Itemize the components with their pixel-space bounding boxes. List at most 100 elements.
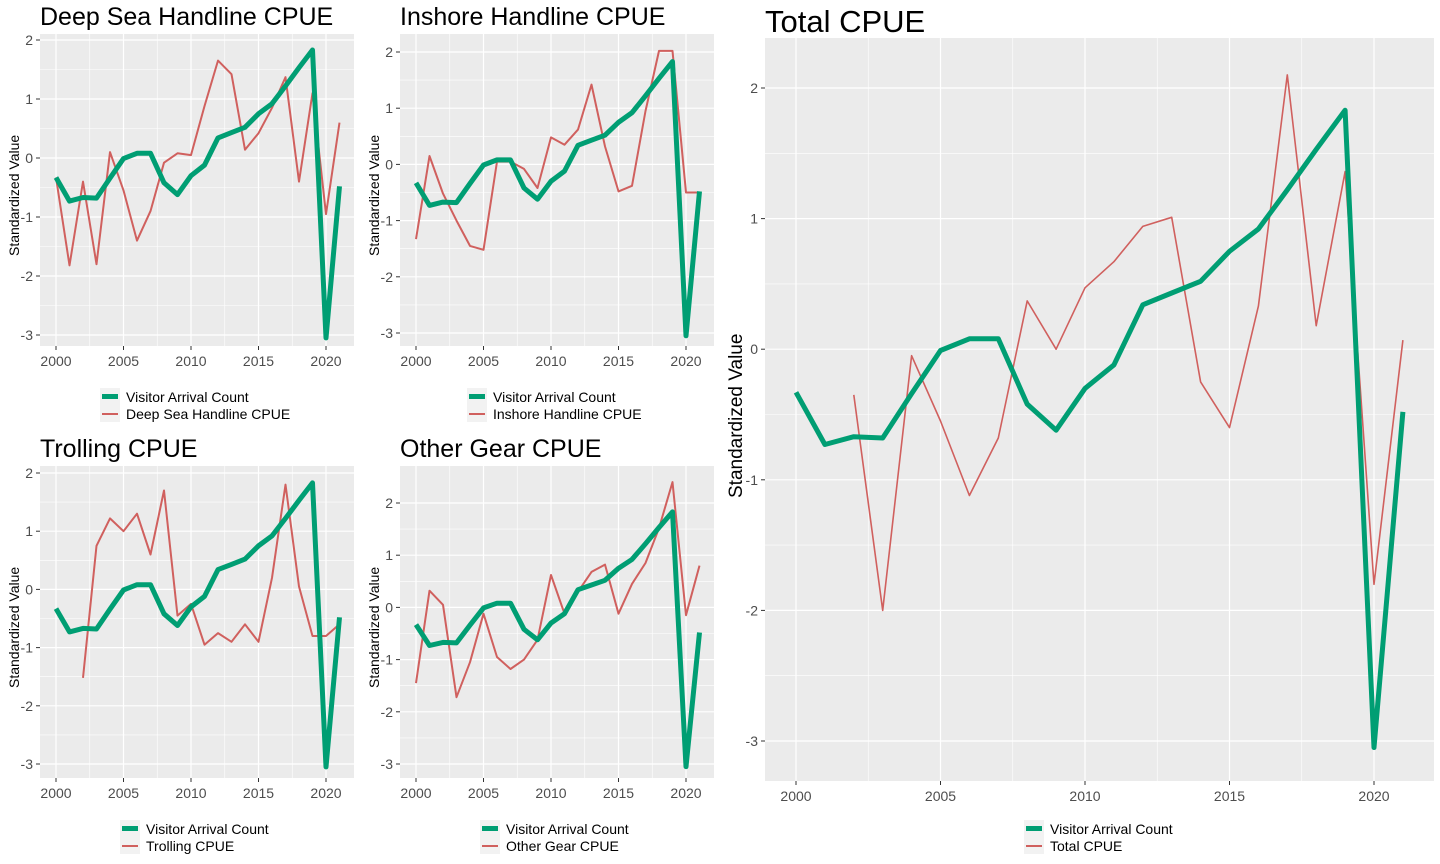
x-tick-label: 2020 bbox=[310, 353, 341, 369]
x-tick-label: 2000 bbox=[400, 785, 431, 801]
panel-title: Other Gear CPUE bbox=[400, 435, 602, 463]
y-tick-label: 2 bbox=[25, 465, 33, 481]
x-tick-label: 2010 bbox=[535, 353, 566, 369]
y-tick-label: -2 bbox=[21, 698, 34, 714]
y-tick-label: 1 bbox=[25, 523, 33, 539]
y-tick-label: -3 bbox=[381, 756, 394, 772]
legend-key-cpue bbox=[100, 405, 120, 422]
x-tick-label: 2010 bbox=[175, 785, 206, 801]
y-tick-label: 2 bbox=[25, 32, 33, 48]
y-tick-label: -2 bbox=[381, 269, 394, 285]
deep-sea-handline-panel: Deep Sea Handline CPUE Standardized Valu… bbox=[0, 0, 360, 432]
x-tick-label: 2015 bbox=[603, 785, 634, 801]
line-chart: 2000 2005 2010 2015 2020 -3 -2 -1 0 1 2 bbox=[381, 466, 714, 801]
plot-background bbox=[400, 466, 714, 778]
x-tick-label: 2010 bbox=[535, 785, 566, 801]
y-tick-label: 0 bbox=[25, 581, 33, 597]
legend-label: Inshore Handline CPUE bbox=[493, 405, 642, 422]
chart-legend: Visitor Arrival Count Deep Sea Handline … bbox=[100, 388, 290, 422]
legend-key-visitor bbox=[1024, 820, 1044, 837]
panel-title: Total CPUE bbox=[765, 4, 926, 39]
legend-item-visitor: Visitor Arrival Count bbox=[120, 820, 269, 837]
legend-key-visitor bbox=[120, 820, 140, 837]
legend-label: Other Gear CPUE bbox=[506, 837, 619, 854]
x-tick-label: 2010 bbox=[1069, 788, 1100, 804]
y-tick-label: 1 bbox=[25, 91, 33, 107]
series-line-visitor-arrival bbox=[53, 480, 342, 770]
y-tick-label: -3 bbox=[381, 325, 394, 341]
x-tick-label: 2015 bbox=[1214, 788, 1245, 804]
line-chart: 2000 2005 2010 2015 2020 -3 -2 -1 0 1 2 bbox=[746, 38, 1434, 804]
chart-legend: Visitor Arrival Count Other Gear CPUE bbox=[480, 820, 629, 854]
series-line-visitor-arrival bbox=[413, 509, 702, 770]
series-line-visitor-arrival bbox=[413, 59, 702, 339]
legend-item-cpue: Other Gear CPUE bbox=[480, 837, 629, 854]
series-line-cpue bbox=[415, 481, 701, 699]
legend-label: Visitor Arrival Count bbox=[126, 388, 249, 405]
x-tick-label: 2015 bbox=[243, 785, 274, 801]
y-tick-label: 0 bbox=[385, 156, 393, 172]
y-tick-label: 0 bbox=[25, 150, 33, 166]
x-tick-label: 2015 bbox=[603, 353, 634, 369]
x-tick-label: 2015 bbox=[243, 353, 274, 369]
plot-background bbox=[765, 38, 1434, 781]
other-gear-panel: Other Gear CPUE Standardized Value 2000 2… bbox=[360, 432, 720, 864]
legend-label: Visitor Arrival Count bbox=[493, 388, 616, 405]
y-tick-label: 0 bbox=[385, 599, 393, 615]
chart-legend: Visitor Arrival Count Total CPUE bbox=[1024, 820, 1173, 854]
y-tick-label: -3 bbox=[746, 733, 759, 749]
legend-key-visitor bbox=[467, 388, 487, 405]
line-chart: 2000 2005 2010 2015 2020 -3 -2 -1 0 1 2 bbox=[21, 465, 354, 801]
x-tick-label: 2020 bbox=[1358, 788, 1389, 804]
trolling-panel: Trolling CPUE Standardized Value 2000 200… bbox=[0, 432, 360, 864]
y-tick-label: 1 bbox=[385, 547, 393, 563]
x-tick-label: 2000 bbox=[40, 785, 71, 801]
series-line-cpue bbox=[853, 74, 1404, 612]
y-tick-label: -2 bbox=[746, 602, 759, 618]
legend-item-cpue: Inshore Handline CPUE bbox=[467, 405, 642, 422]
legend-label: Visitor Arrival Count bbox=[1050, 820, 1173, 837]
legend-item-visitor: Visitor Arrival Count bbox=[467, 388, 642, 405]
legend-key-cpue bbox=[480, 837, 500, 854]
legend-key-cpue bbox=[467, 405, 487, 422]
y-tick-label: -1 bbox=[21, 209, 34, 225]
line-chart: 2000 2005 2010 2015 2020 -3 -2 -1 0 1 2 bbox=[21, 32, 354, 369]
legend-key-cpue bbox=[120, 837, 140, 854]
x-tick-label: 2020 bbox=[670, 353, 701, 369]
x-tick-label: 2005 bbox=[468, 353, 499, 369]
legend-label: Trolling CPUE bbox=[146, 837, 235, 854]
plot-background bbox=[40, 34, 354, 346]
x-tick-label: 2000 bbox=[780, 788, 811, 804]
panel-title: Inshore Handline CPUE bbox=[400, 3, 666, 31]
y-tick-label: -2 bbox=[381, 704, 394, 720]
inshore-handline-panel: Inshore Handline CPUE Standardized Value… bbox=[360, 0, 720, 432]
y-tick-label: -1 bbox=[746, 472, 759, 488]
y-tick-label: 0 bbox=[750, 341, 758, 357]
x-tick-label: 2020 bbox=[670, 785, 701, 801]
legend-item-cpue: Deep Sea Handline CPUE bbox=[100, 405, 290, 422]
series-line-visitor-arrival bbox=[53, 47, 342, 341]
y-tick-label: -1 bbox=[381, 213, 394, 229]
x-tick-label: 2005 bbox=[108, 785, 139, 801]
chart-legend: Visitor Arrival Count Inshore Handline C… bbox=[467, 388, 642, 422]
legend-label: Visitor Arrival Count bbox=[506, 820, 629, 837]
legend-label: Deep Sea Handline CPUE bbox=[126, 405, 291, 422]
series-line-cpue bbox=[415, 49, 700, 251]
legend-item-cpue: Total CPUE bbox=[1024, 837, 1173, 854]
y-tick-label: -3 bbox=[21, 756, 34, 772]
legend-item-visitor: Visitor Arrival Count bbox=[1024, 820, 1173, 837]
y-tick-label: -1 bbox=[21, 640, 34, 656]
legend-label: Total CPUE bbox=[1050, 837, 1123, 854]
y-tick-label: 2 bbox=[750, 80, 758, 96]
legend-item-visitor: Visitor Arrival Count bbox=[100, 388, 290, 405]
x-tick-label: 2005 bbox=[108, 353, 139, 369]
y-tick-label: 1 bbox=[385, 100, 393, 116]
y-tick-label: -2 bbox=[21, 268, 34, 284]
legend-item-cpue: Trolling CPUE bbox=[120, 837, 269, 854]
x-tick-label: 2010 bbox=[175, 353, 206, 369]
legend-key-cpue bbox=[1024, 837, 1044, 854]
chart-legend: Visitor Arrival Count Trolling CPUE bbox=[120, 820, 269, 854]
panel-title: Trolling CPUE bbox=[40, 435, 198, 463]
total-cpue-panel: Total CPUE Standardized Value 2000 2005 20… bbox=[720, 0, 1440, 864]
y-tick-label: 2 bbox=[385, 495, 393, 511]
